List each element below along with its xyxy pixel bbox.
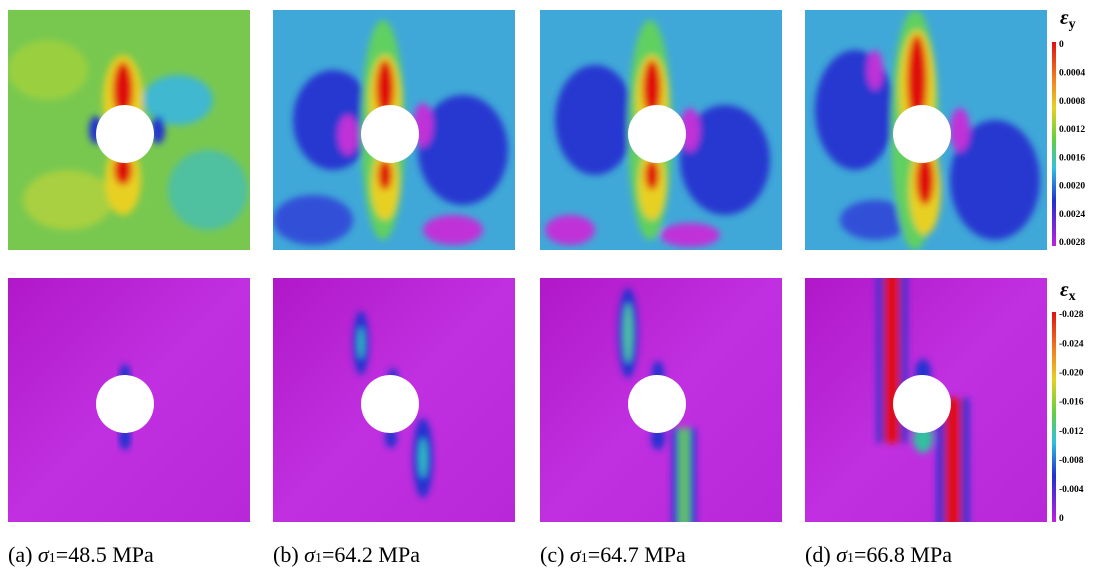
- colorbar-label: -0.004: [1059, 485, 1084, 495]
- colorbar-label: -0.024: [1059, 339, 1084, 349]
- colorbar-symbol: εx: [1060, 277, 1076, 304]
- colorbar-label: 0.0028: [1059, 238, 1085, 248]
- colorbar-label: 0.0024: [1059, 210, 1085, 220]
- ex-map-a: [8, 278, 250, 522]
- caption: (b) σ1=64.2 MPa: [273, 542, 420, 567]
- colorbar-label: 0.0020: [1059, 182, 1085, 192]
- ex-map-c: [540, 278, 782, 522]
- caption: (d) σ1=66.8 MPa: [805, 542, 952, 567]
- ey-map-b: [273, 10, 515, 250]
- colorbar-y: [1052, 42, 1056, 246]
- ey-map-a: [8, 10, 250, 250]
- ex-map-d: [805, 278, 1047, 522]
- ey-map-c: [540, 10, 782, 250]
- colorbar-symbol: εy: [1060, 5, 1076, 32]
- colorbar-label: 0.0012: [1059, 125, 1085, 135]
- colorbar-x: [1052, 312, 1056, 522]
- caption: (a) σ1=48.5 MPa: [8, 542, 154, 567]
- colorbar-label: 0.0004: [1059, 68, 1085, 78]
- colorbar-label: -0.008: [1059, 456, 1084, 466]
- ey-map-d: [805, 10, 1047, 250]
- colorbar-label: 0.0016: [1059, 153, 1085, 163]
- colorbar-label: -0.020: [1059, 368, 1084, 378]
- colorbar-label: 0: [1059, 40, 1064, 50]
- caption: (c) σ1=64.7 MPa: [540, 542, 686, 567]
- colorbar-label: 0: [1059, 514, 1064, 524]
- colorbar-label: -0.028: [1059, 310, 1084, 320]
- captions: (a) σ1=48.5 MPa (b) σ1=64.2 MPa (c) σ1=6…: [8, 542, 952, 567]
- colorbar-label: 0.0008: [1059, 97, 1085, 107]
- colorbars: εy εx 0 0.0004 0.0008 0.0012 0.0016 0.0020 0.0…: [1052, 5, 1085, 524]
- ex-map-b: [273, 278, 515, 522]
- colorbar-label: -0.012: [1059, 427, 1084, 437]
- colorbar-label: -0.016: [1059, 398, 1084, 408]
